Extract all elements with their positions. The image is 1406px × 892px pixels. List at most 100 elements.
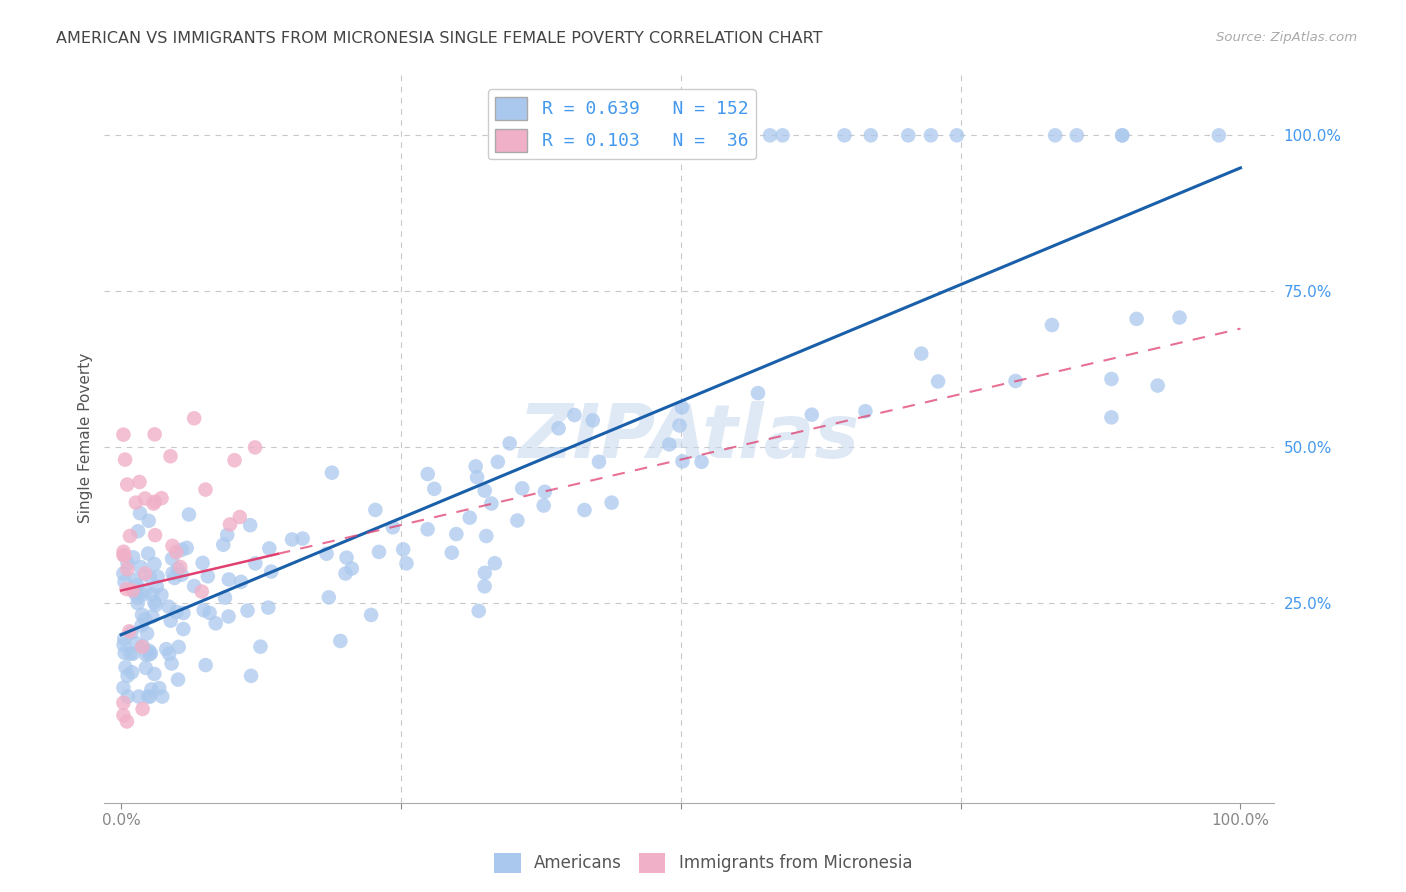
Point <box>112 708 135 723</box>
Point <box>114 574 136 589</box>
Point <box>122 550 145 565</box>
Point <box>157 647 180 661</box>
Point <box>143 427 166 442</box>
Point <box>467 604 489 618</box>
Point <box>671 454 693 468</box>
Point <box>704 128 727 143</box>
Point <box>170 542 193 557</box>
Point <box>219 517 242 532</box>
Point <box>167 673 190 687</box>
Point <box>360 607 382 622</box>
Point <box>1043 128 1066 143</box>
Point <box>533 484 555 499</box>
Point <box>115 582 138 596</box>
Point <box>423 482 446 496</box>
Point <box>759 128 782 143</box>
Point <box>1111 128 1133 143</box>
Point <box>193 603 215 617</box>
Point <box>315 547 337 561</box>
Point <box>177 508 200 522</box>
Point <box>131 640 153 654</box>
Point <box>115 477 138 491</box>
Point <box>150 491 173 506</box>
Point <box>139 570 162 584</box>
Point <box>128 690 150 704</box>
Point <box>321 466 343 480</box>
Point <box>582 413 605 427</box>
Point <box>747 386 769 401</box>
Point <box>946 128 969 143</box>
Point <box>224 453 246 467</box>
Point <box>176 541 198 555</box>
Point <box>117 556 139 570</box>
Point <box>1208 128 1230 143</box>
Point <box>218 573 240 587</box>
Point <box>1111 128 1133 143</box>
Point <box>131 639 153 653</box>
Point <box>120 647 142 661</box>
Point <box>440 546 463 560</box>
Point <box>129 506 152 520</box>
Point <box>713 128 735 143</box>
Point <box>160 657 183 671</box>
Point <box>150 690 173 704</box>
Point <box>927 375 949 389</box>
Point <box>183 579 205 593</box>
Point <box>510 481 533 495</box>
Point <box>141 587 163 601</box>
Point <box>122 647 145 661</box>
Point <box>479 496 502 510</box>
Point <box>658 437 681 451</box>
Point <box>150 588 173 602</box>
Point <box>1099 372 1122 386</box>
Point <box>120 625 142 640</box>
Point <box>239 518 262 533</box>
Point <box>138 514 160 528</box>
Point <box>484 556 506 570</box>
Point <box>191 584 214 599</box>
Point <box>690 455 713 469</box>
Point <box>217 528 239 542</box>
Point <box>114 646 136 660</box>
Point <box>772 128 794 143</box>
Point <box>855 404 877 418</box>
Point <box>125 636 148 650</box>
Point <box>129 560 152 574</box>
Point <box>574 503 596 517</box>
Point <box>1101 410 1123 425</box>
Point <box>112 632 135 646</box>
Point <box>1125 311 1147 326</box>
Point <box>800 408 823 422</box>
Point <box>136 547 159 561</box>
Point <box>136 690 159 704</box>
Point <box>498 436 520 450</box>
Point <box>245 557 267 571</box>
Point <box>141 682 163 697</box>
Y-axis label: Single Female Poverty: Single Female Poverty <box>79 352 93 523</box>
Point <box>117 562 139 576</box>
Point <box>143 557 166 571</box>
Point <box>143 667 166 681</box>
Point <box>564 408 586 422</box>
Point <box>1168 310 1191 325</box>
Point <box>162 566 184 581</box>
Point <box>329 634 352 648</box>
Point <box>166 605 188 619</box>
Point <box>131 618 153 632</box>
Point <box>335 550 357 565</box>
Point <box>588 455 610 469</box>
Point <box>474 579 496 593</box>
Point <box>160 551 183 566</box>
Point <box>142 497 165 511</box>
Point <box>368 545 391 559</box>
Point <box>135 648 157 662</box>
Point <box>143 595 166 609</box>
Point <box>281 533 304 547</box>
Legend: R = 0.639   N = 152, R = 0.103   N =  36: R = 0.639 N = 152, R = 0.103 N = 36 <box>488 89 755 159</box>
Legend: Americans, Immigrants from Micronesia: Americans, Immigrants from Micronesia <box>488 847 918 880</box>
Point <box>1066 128 1088 143</box>
Point <box>159 449 181 463</box>
Point <box>381 520 404 534</box>
Point <box>114 452 136 467</box>
Point <box>218 609 240 624</box>
